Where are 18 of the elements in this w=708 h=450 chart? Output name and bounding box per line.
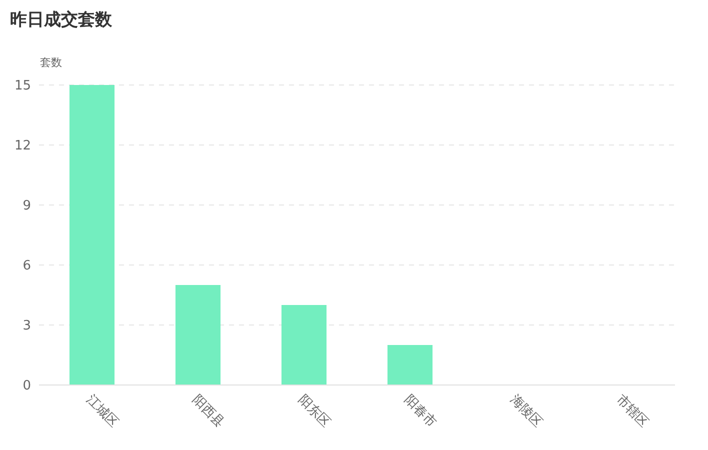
bar [69, 85, 115, 385]
y-tick-label: 0 [22, 378, 31, 394]
x-tick-label: 海陵区 [506, 392, 546, 431]
x-tick-label: 阳西县 [188, 392, 228, 431]
bar [387, 345, 433, 385]
y-tick-label: 6 [22, 258, 31, 274]
y-tick-label: 15 [14, 78, 31, 94]
y-tick-label: 12 [14, 138, 31, 154]
y-axis-title: 套数 [40, 56, 62, 69]
x-tick-label: 市辖区 [612, 392, 652, 431]
chart-title: 昨日成交套数 [10, 10, 113, 30]
y-tick-label: 3 [22, 318, 31, 334]
x-tick-label: 阳东区 [294, 392, 334, 431]
x-tick-label: 江城区 [82, 392, 122, 431]
y-tick-label: 9 [22, 198, 31, 214]
bar [281, 305, 327, 385]
bar [175, 285, 221, 385]
x-tick-label: 阳春市 [400, 392, 440, 431]
